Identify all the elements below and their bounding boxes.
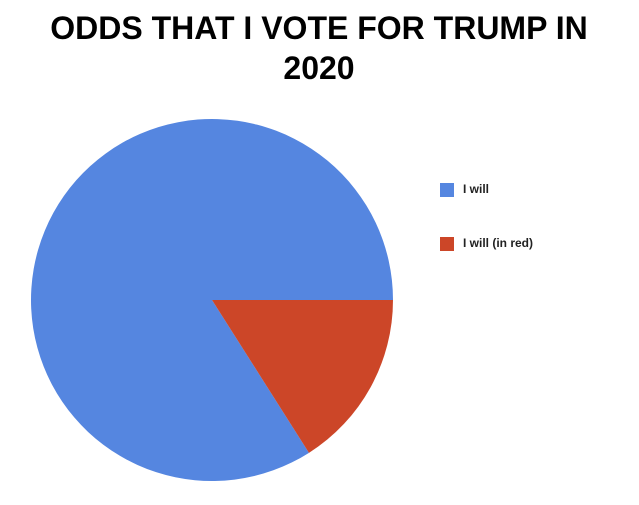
legend-swatch bbox=[440, 183, 454, 197]
chart-title: ODDS THAT I VOTE FOR TRUMP IN 2020 bbox=[50, 10, 588, 86]
pie-slice bbox=[31, 119, 393, 482]
legend-swatch bbox=[440, 237, 454, 251]
pie-slice bbox=[212, 300, 393, 453]
legend-label: I will bbox=[463, 182, 489, 196]
legend-label: I will (in red) bbox=[463, 236, 533, 250]
